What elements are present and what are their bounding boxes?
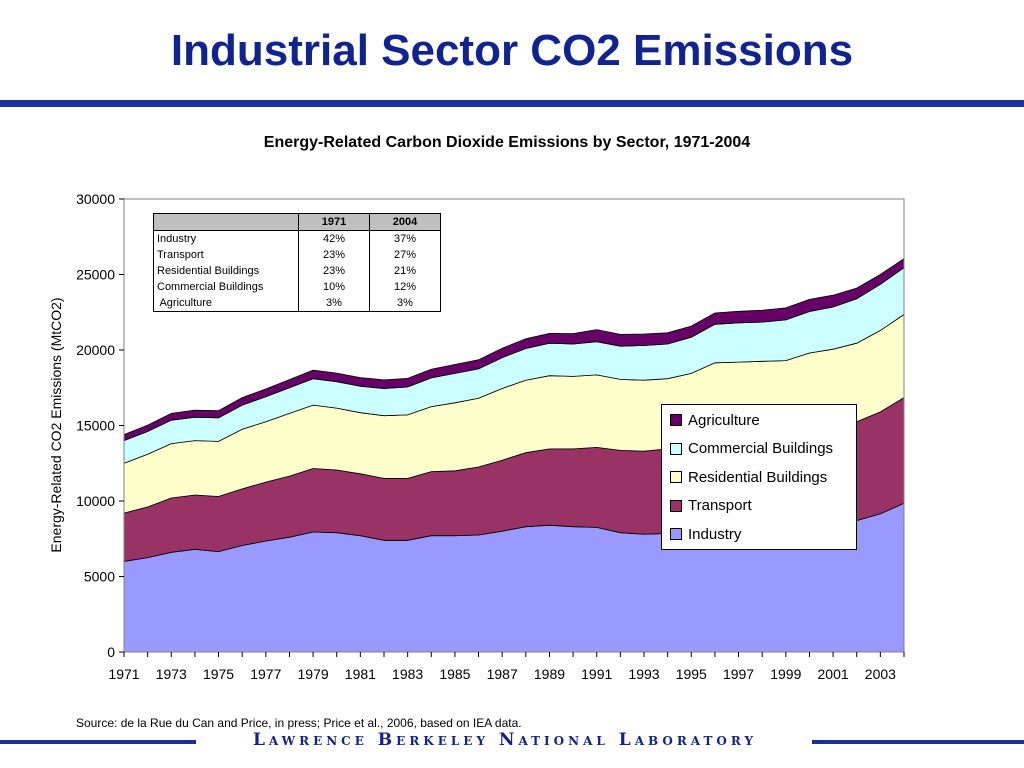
y-axis-label: Energy-Related CO2 Emissions (MtCO2) (48, 297, 64, 552)
x-tick-label: 1995 (676, 666, 707, 682)
table-cell-1971: 23% (298, 263, 370, 279)
table-cell-2004: 27% (369, 247, 441, 263)
chart-legend: Agriculture Commercial Buildings Residenti… (661, 404, 857, 550)
table-cell-sector: Commercial Buildings (153, 279, 299, 295)
x-tick-label: 1973 (156, 666, 187, 682)
x-tick-label: 1975 (203, 666, 234, 682)
legend-swatch (670, 471, 682, 484)
slide-title: Industrial Sector CO2 Emissions (170, 26, 854, 75)
x-tick-label: 1971 (108, 666, 139, 682)
x-tick-label: 2003 (865, 666, 896, 682)
legend-item: Agriculture (670, 406, 760, 434)
x-tick-label: 1985 (439, 666, 470, 682)
y-tick-label: 20000 (76, 342, 115, 358)
footer-lab-name: Lawrence Berkeley National Laboratory (252, 730, 758, 750)
x-tick-label: 1989 (534, 666, 565, 682)
legend-swatch (670, 442, 682, 455)
x-tick-label: 2001 (818, 666, 849, 682)
table-cell-sector: Residential Buildings (153, 263, 299, 279)
footer-bar-left (0, 740, 196, 744)
y-tick-label: 25000 (76, 267, 115, 283)
y-tick-label: 30000 (76, 191, 115, 207)
y-tick-label: 0 (107, 644, 115, 660)
legend-label: Industry (688, 525, 742, 543)
table-row: Agriculture 3% 3% (153, 295, 441, 312)
table-cell-2004: 3% (369, 295, 441, 312)
table-cell-1971: 10% (298, 279, 370, 295)
table-cell-sector: Industry (153, 230, 299, 247)
y-tick-label: 5000 (84, 569, 115, 585)
y-tick-label: 10000 (76, 493, 115, 509)
table-row: Commercial Buildings 10% 12% (153, 279, 441, 295)
x-tick-label: 1993 (628, 666, 659, 682)
table-row: Residential Buildings 23% 21% (153, 263, 441, 279)
table-header-cell: 2004 (369, 213, 441, 231)
y-axis: 0 5000 10000 15000 20000 25000 30000 (76, 191, 124, 660)
x-tick-label: 1987 (487, 666, 518, 682)
table-header-cell (153, 213, 299, 231)
source-note: Source: de la Rue du Can and Price, in p… (76, 716, 522, 730)
footer-bar-right (812, 740, 1024, 744)
x-tick-label: 1983 (392, 666, 423, 682)
x-tick-label: 1979 (298, 666, 329, 682)
legend-item: Residential Buildings (670, 463, 827, 491)
table-cell-1971: 23% (298, 247, 370, 263)
legend-swatch (670, 499, 682, 512)
legend-item: Commercial Buildings (670, 435, 833, 463)
x-axis: 1971 1973 1975 1977 1979 1981 1983 1985 1987 1989… (108, 652, 905, 682)
share-table: 1971 2004 Industry 42% 37% Transport 23%… (153, 213, 441, 312)
table-cell-2004: 21% (369, 263, 441, 279)
legend-item: Industry (670, 520, 741, 548)
legend-label: Agriculture (688, 411, 760, 429)
chart-title: Energy-Related Carbon Dioxide Emissions … (263, 134, 751, 151)
table-cell-1971: 42% (298, 230, 370, 247)
legend-item: Transport (670, 492, 752, 520)
legend-label: Commercial Buildings (688, 440, 834, 458)
table-row: Transport 23% 27% (153, 247, 441, 263)
legend-swatch (670, 528, 682, 541)
x-tick-label: 1991 (581, 666, 612, 682)
table-cell-sector: Agriculture (153, 295, 299, 312)
legend-swatch (670, 414, 682, 426)
legend-label: Transport (688, 497, 752, 515)
table-cell-1971: 3% (298, 295, 370, 312)
table-row: Industry 42% 37% (153, 230, 441, 247)
x-tick-label: 1981 (345, 666, 376, 682)
legend-label: Residential Buildings (688, 468, 828, 486)
table-cell-2004: 12% (369, 279, 441, 295)
table-header-cell: 1971 (298, 213, 370, 231)
title-rule (0, 100, 1024, 107)
y-tick-label: 15000 (76, 418, 115, 434)
table-header-row: 1971 2004 (153, 213, 441, 231)
x-tick-label: 1999 (770, 666, 801, 682)
table-cell-2004: 37% (369, 230, 441, 247)
table-cell-sector: Transport (153, 247, 299, 263)
x-tick-label: 1977 (250, 666, 281, 682)
x-tick-label: 1997 (723, 666, 754, 682)
